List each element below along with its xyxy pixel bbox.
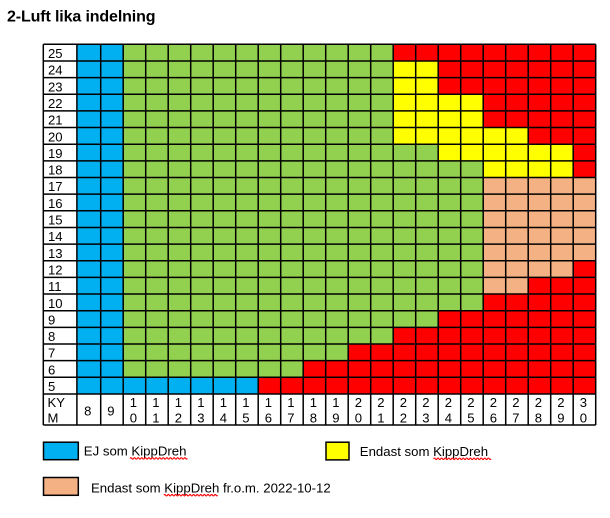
svg-text:1: 1 (152, 395, 159, 410)
svg-text:14: 14 (48, 229, 63, 244)
svg-text:7: 7 (48, 346, 55, 361)
svg-text:2: 2 (512, 395, 519, 410)
svg-text:6: 6 (48, 362, 55, 377)
svg-text:8: 8 (310, 411, 317, 426)
svg-text:12: 12 (48, 262, 63, 277)
svg-text:2: 2 (535, 395, 542, 410)
svg-text:0: 0 (580, 411, 587, 426)
svg-text:21: 21 (48, 113, 63, 128)
svg-text:0: 0 (355, 411, 362, 426)
svg-text:7: 7 (512, 411, 519, 426)
svg-text:24: 24 (48, 63, 63, 78)
svg-text:15: 15 (48, 213, 63, 228)
svg-text:18: 18 (48, 163, 63, 178)
svg-text:1: 1 (242, 395, 249, 410)
svg-text:2: 2 (422, 395, 429, 410)
svg-text:7: 7 (287, 411, 294, 426)
svg-text:4: 4 (220, 411, 227, 426)
svg-text:5: 5 (242, 411, 249, 426)
svg-text:2: 2 (355, 395, 362, 410)
svg-text:5: 5 (48, 379, 55, 394)
svg-text:0: 0 (130, 411, 137, 426)
svg-text:23: 23 (48, 79, 63, 94)
svg-text:1: 1 (197, 395, 204, 410)
svg-text:8: 8 (48, 329, 55, 344)
svg-text:1: 1 (310, 395, 317, 410)
svg-text:19: 19 (48, 146, 63, 161)
svg-text:10: 10 (48, 296, 63, 311)
svg-text:22: 22 (48, 96, 63, 111)
svg-text:2: 2 (557, 395, 564, 410)
svg-text:KY: KY (48, 395, 66, 410)
svg-text:1: 1 (220, 395, 227, 410)
svg-text:6: 6 (265, 411, 272, 426)
svg-text:2: 2 (490, 395, 497, 410)
svg-text:2: 2 (377, 395, 384, 410)
svg-text:1: 1 (152, 411, 159, 426)
svg-text:8: 8 (84, 404, 91, 419)
svg-text:1: 1 (377, 411, 384, 426)
svg-text:3: 3 (580, 395, 587, 410)
svg-text:1: 1 (332, 395, 339, 410)
svg-text:EJ som KippDreh: EJ som KippDreh (84, 443, 187, 458)
svg-text:9: 9 (332, 411, 339, 426)
svg-text:16: 16 (48, 196, 63, 211)
svg-text:1: 1 (175, 395, 182, 410)
svg-text:Endast som KippDreh: Endast som KippDreh (360, 444, 488, 459)
svg-text:1: 1 (287, 395, 294, 410)
svg-text:9: 9 (48, 312, 55, 327)
svg-text:2-Luft lika indelning: 2-Luft lika indelning (7, 8, 155, 25)
svg-text:17: 17 (48, 179, 63, 194)
svg-text:2: 2 (175, 411, 182, 426)
svg-text:11: 11 (48, 279, 62, 294)
svg-text:2: 2 (467, 395, 474, 410)
svg-text:8: 8 (535, 411, 542, 426)
svg-text:9: 9 (107, 404, 114, 419)
svg-text:2: 2 (445, 395, 452, 410)
svg-text:3: 3 (197, 411, 204, 426)
svg-text:2: 2 (400, 411, 407, 426)
svg-text:2: 2 (400, 395, 407, 410)
svg-text:13: 13 (48, 246, 63, 261)
svg-text:20: 20 (48, 129, 63, 144)
svg-text:25: 25 (48, 46, 63, 61)
svg-text:Endast som KippDreh fr.o.m. 20: Endast som KippDreh fr.o.m. 2022-10-12 (91, 480, 331, 495)
svg-text:M: M (48, 411, 59, 426)
svg-text:6: 6 (490, 411, 497, 426)
svg-text:3: 3 (422, 411, 429, 426)
svg-text:1: 1 (130, 395, 137, 410)
svg-text:1: 1 (265, 395, 272, 410)
svg-text:9: 9 (557, 411, 564, 426)
svg-text:4: 4 (445, 411, 452, 426)
svg-text:5: 5 (467, 411, 474, 426)
